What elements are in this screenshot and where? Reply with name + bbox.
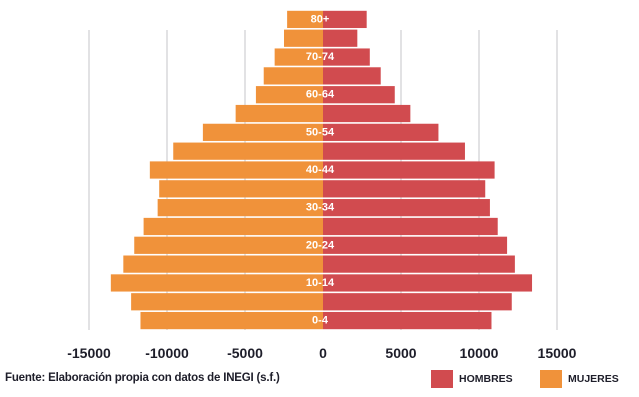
age-label-10-14: 10-14: [306, 277, 335, 289]
x-tick-label-3: 0: [319, 345, 327, 361]
bar-mujeres-10-14: [110, 274, 323, 292]
bar-hombres-60-64: [323, 86, 395, 104]
legend-label-hombres: HOMBRES: [459, 373, 513, 385]
bar-hombres-55-59: [323, 104, 411, 123]
bars: [110, 10, 533, 330]
bar-mujeres-75-79: [284, 29, 323, 47]
bar-hombres-0-4: [323, 311, 492, 330]
bar-hombres-5-9: [323, 293, 512, 311]
bar-mujeres-35-39: [159, 180, 323, 198]
x-tick-label-5: 10000: [460, 345, 499, 361]
x-tick-label-0: -15000: [67, 345, 111, 361]
grid-lines: [88, 30, 558, 330]
bar-mujeres-0-4: [140, 311, 323, 330]
bar-hombres-10-14: [323, 274, 533, 292]
x-axis-tick-labels: -15000 -10000 -5000 0 5000 10000 15000: [67, 345, 576, 361]
bar-mujeres-45-49: [173, 142, 323, 160]
age-label-0-4: 0-4: [312, 315, 329, 327]
bar-mujeres-25-29: [143, 217, 323, 236]
bar-mujeres-60-64: [255, 86, 323, 104]
bar-mujeres-40-44: [149, 161, 323, 179]
bar-hombres-35-39: [323, 180, 486, 198]
bar-hombres-25-29: [323, 217, 498, 236]
bar-hombres-30-34: [323, 199, 490, 217]
bar-mujeres-80+: [287, 10, 323, 29]
bar-hombres-50-54: [323, 123, 439, 141]
legend-item-mujeres: MUJERES: [540, 368, 619, 390]
x-tick-label-2: -5000: [227, 345, 263, 361]
age-label-50-54: 50-54: [306, 126, 335, 138]
bar-mujeres-65-69: [263, 67, 323, 85]
bar-mujeres-5-9: [131, 293, 323, 311]
bar-hombres-80+: [323, 10, 367, 29]
x-tick-label-4: 5000: [385, 345, 416, 361]
legend-item-hombres: HOMBRES: [431, 368, 513, 390]
bar-hombres-70-74: [323, 48, 370, 66]
legend-label-mujeres: MUJERES: [568, 373, 619, 385]
x-tick-label-6: 15000: [538, 345, 577, 361]
source-note: Fuente: Elaboración propia con datos de …: [5, 372, 280, 384]
age-label-20-24: 20-24: [306, 239, 335, 251]
bar-mujeres-30-34: [157, 199, 323, 217]
age-group-labels: 0-4 10-14 20-24 30-34 40-44 50-54 60-64 70-74 80…: [306, 13, 335, 326]
legend-swatch-hombres: [431, 370, 453, 388]
bar-hombres-65-69: [323, 67, 381, 85]
age-label-80+: 80+: [311, 13, 330, 25]
bar-mujeres-55-59: [235, 104, 323, 123]
population-pyramid-chart: 0-4 10-14 20-24 30-34 40-44 50-54 60-64 70-74 80…: [67, 10, 577, 361]
bar-hombres-45-49: [323, 142, 465, 160]
age-label-60-64: 60-64: [306, 89, 335, 101]
age-label-30-34: 30-34: [306, 202, 335, 214]
bar-hombres-75-79: [323, 29, 358, 47]
chart-footer: Fuente: Elaboración propia con datos de …: [0, 368, 639, 392]
x-tick-label-1: -10000: [145, 345, 189, 361]
bar-mujeres-15-19: [123, 255, 323, 273]
age-label-70-74: 70-74: [306, 51, 335, 63]
bar-mujeres-20-24: [134, 236, 323, 254]
bar-hombres-15-19: [323, 255, 515, 273]
bar-mujeres-50-54: [202, 123, 323, 141]
bar-mujeres-70-74: [274, 48, 323, 66]
bar-hombres-20-24: [323, 236, 508, 254]
age-label-40-44: 40-44: [306, 164, 335, 176]
bar-hombres-40-44: [323, 161, 495, 179]
legend-swatch-mujeres: [540, 370, 562, 388]
